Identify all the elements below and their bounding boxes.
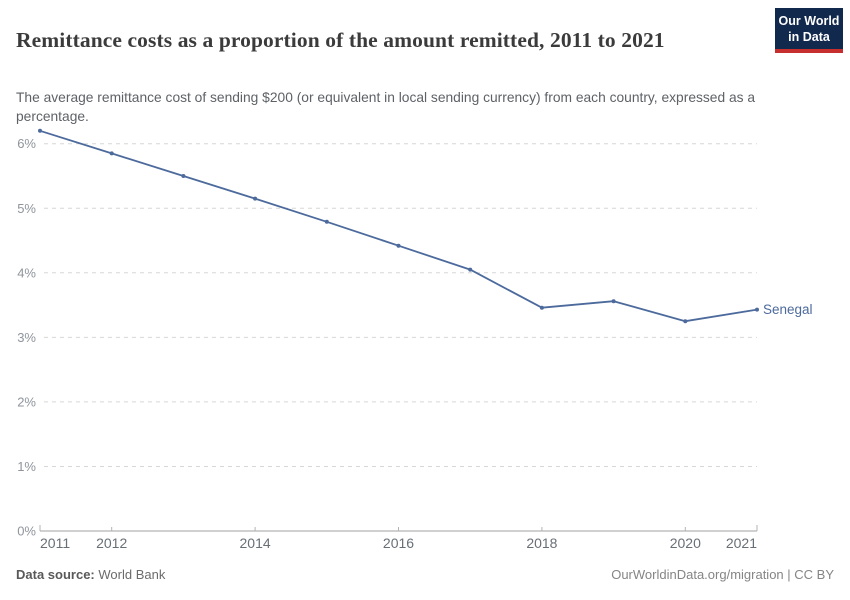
x-axis-label: 2020 — [670, 535, 701, 551]
data-point-2011[interactable] — [38, 128, 42, 133]
data-point-2016[interactable] — [396, 243, 401, 248]
data-point-2021[interactable] — [755, 307, 759, 312]
data-point-2018[interactable] — [539, 305, 544, 310]
y-axis-label: 0% — [17, 524, 36, 539]
x-axis-label: 2014 — [240, 535, 271, 551]
y-axis-label: 3% — [17, 330, 36, 345]
y-axis-label: 5% — [17, 201, 36, 216]
line-chart: 0% 1% 2% 3% 4% 5% 6% 2011 2012 2014 2016 2018 2020 20… — [17, 128, 813, 551]
data-point-2013[interactable] — [181, 174, 186, 178]
data-source-value: World Bank — [98, 567, 166, 582]
y-axis-label: 1% — [17, 459, 36, 474]
owid-logo: Our World in Data — [775, 8, 843, 53]
x-axis-label: 2016 — [383, 535, 414, 551]
senegal-line[interactable] — [39, 129, 758, 323]
data-point-2019[interactable] — [611, 299, 616, 304]
data-point-2017[interactable] — [468, 267, 473, 272]
data-point-2014[interactable] — [253, 196, 258, 201]
x-axis-label: 2011 — [40, 535, 70, 551]
x-axis-label: 2021 — [726, 535, 757, 551]
series-label-senegal[interactable]: Senegal — [763, 302, 813, 317]
credit-link[interactable]: OurWorldinData.org/migration | CC BY — [611, 567, 834, 582]
data-source-label: Data source: — [16, 567, 95, 582]
data-point-2012[interactable] — [109, 151, 114, 156]
x-axis-label: 2012 — [96, 535, 127, 551]
data-point-2015[interactable] — [324, 219, 329, 224]
y-axis-label: 2% — [17, 394, 36, 409]
y-axis-label: 6% — [17, 136, 36, 151]
owid-logo-line1: Our World — [778, 14, 840, 28]
data-source: Data source: World Bank — [16, 567, 165, 582]
chart-footer: Data source: World Bank OurWorldinData.o… — [16, 567, 834, 589]
y-axis-label: 4% — [17, 265, 36, 280]
data-point-2020[interactable] — [683, 319, 688, 324]
x-axis-label: 2018 — [526, 535, 557, 551]
chart-title: Remittance costs as a proportion of the … — [16, 28, 665, 53]
chart-subtitle: The average remittance cost of sending $… — [16, 89, 756, 125]
owid-logo-line2: in Data — [788, 30, 830, 44]
